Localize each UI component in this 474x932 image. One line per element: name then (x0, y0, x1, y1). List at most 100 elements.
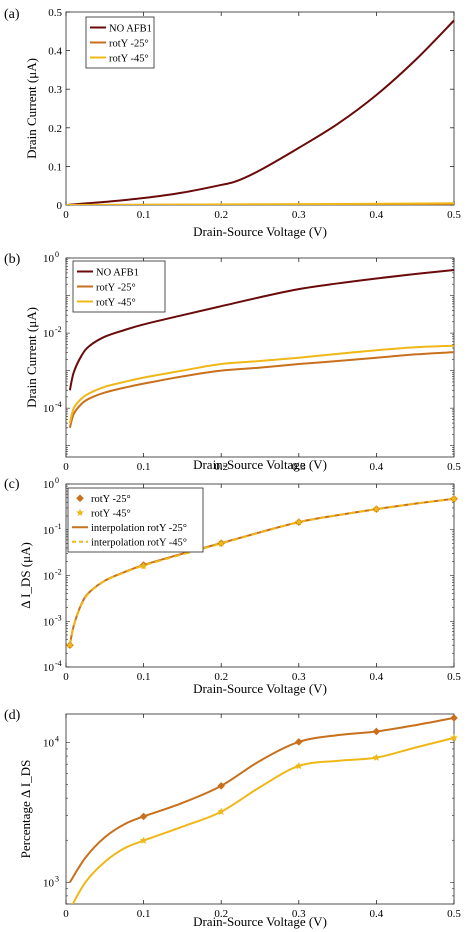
y-axis-label: Δ I_DS (μA) (18, 542, 33, 609)
axes-box (65, 257, 455, 458)
data-point-marker (372, 505, 381, 513)
x-tick-label: 0.2 (214, 908, 228, 920)
x-tick-label: 0.5 (447, 461, 461, 473)
y-tick-exponent: 3 (55, 874, 59, 883)
x-tick-label: 0.3 (292, 908, 306, 920)
x-tick-label: 0 (63, 461, 69, 473)
data-point-marker (65, 641, 74, 649)
panel-label: (b) (4, 252, 21, 267)
y-tick-label: 0.2 (48, 123, 62, 135)
data-point-marker (139, 836, 148, 844)
y-tick-exponent: 0 (55, 250, 59, 259)
y-tick-base: 10 (43, 328, 55, 340)
y-tick-base: 10 (43, 616, 55, 628)
y-tick-label: 10 (43, 738, 55, 750)
legend-label: rotY -25° (109, 38, 149, 49)
legend-label: rotY -25° (91, 494, 131, 505)
data-point-marker (372, 727, 381, 736)
data-point-marker (294, 738, 303, 746)
y-tick-base: 10 (43, 571, 55, 583)
x-tick-label: 0.1 (137, 671, 151, 683)
legend: NO AFB1 rotY -25° rotY -45° (85, 16, 155, 69)
data-point-marker (294, 518, 303, 526)
y-tick-label: 10 (43, 616, 55, 628)
legend-label: NO AFB1 (109, 23, 152, 34)
y-tick-exponent: -2 (55, 568, 62, 577)
x-tick-label: 0.4 (370, 209, 384, 221)
y-tick-exponent: -1 (55, 522, 62, 531)
series-line (68, 351, 455, 429)
data-point-marker (139, 812, 148, 821)
data-point-marker (217, 539, 226, 547)
plot-area (68, 497, 455, 646)
y-tick-base: 10 (43, 525, 55, 537)
x-tick-label: 0 (63, 908, 69, 920)
legend-label: interpolation rotY -25° (91, 523, 187, 534)
y-tick-base: 10 (43, 403, 55, 415)
y-tick-label: 10 (43, 662, 55, 674)
y-tick-label: 10 (43, 525, 55, 537)
y-tick-label: 0.4 (48, 46, 62, 58)
y-tick-base: 10 (43, 253, 55, 265)
x-tick-label: 0.5 (447, 908, 461, 920)
x-tick-label: 0.3 (292, 209, 306, 221)
data-point-marker (450, 494, 458, 503)
panel-label: (a) (4, 7, 20, 22)
y-tick-base: 10 (43, 738, 55, 750)
y-tick-label: 10 (43, 571, 55, 583)
data-point-marker (217, 807, 226, 816)
legend-label: interpolation rotY -45° (91, 538, 187, 549)
data-point-marker (372, 753, 381, 761)
x-tick-label: 0.1 (137, 209, 151, 221)
data-point-marker (450, 733, 458, 742)
legend-label: rotY -45° (96, 297, 136, 308)
x-tick-label: 0.2 (214, 671, 228, 683)
y-tick-base: 10 (43, 662, 55, 674)
series-line (68, 497, 455, 646)
y-axis-label: Drain Current (μA) (24, 307, 39, 408)
y-tick-label: 0.3 (48, 84, 62, 96)
series-line (68, 269, 455, 391)
legend-label: rotY -45° (91, 509, 131, 520)
x-tick-label: 0.5 (447, 671, 461, 683)
x-axis-label: Drain-Source Voltage (V) (193, 914, 327, 929)
y-tick-exponent: 4 (55, 735, 59, 744)
y-tick-exponent: -4 (55, 659, 62, 668)
y-tick-label: 10 (43, 403, 55, 415)
legend: rotY -25° rotY -45° interpolation rotY -25… (67, 487, 204, 553)
y-axis-label: Percentage Δ I_DS (18, 760, 33, 859)
x-tick-label: 0 (63, 209, 69, 221)
series-line (66, 19, 455, 205)
legend-label: rotY -45° (109, 53, 149, 64)
legend-marker (76, 508, 84, 517)
y-tick-exponent: -3 (55, 613, 62, 622)
y-tick-base: 10 (43, 479, 55, 491)
legend-marker (76, 494, 84, 503)
x-tick-label: 0.4 (370, 461, 384, 473)
axes-box (65, 713, 455, 905)
x-axis-label: Drain-Source Voltage (V) (193, 224, 327, 239)
x-axis-label: Drain-Source Voltage (V) (193, 681, 327, 696)
panel-label: (c) (4, 477, 20, 492)
panel-label: (d) (4, 708, 21, 723)
plot-area (69, 716, 455, 904)
x-tick-label: 0 (63, 671, 69, 683)
data-point-marker (139, 562, 148, 570)
series-line (68, 344, 455, 424)
data-point-marker (294, 761, 303, 770)
y-tick-label: 0.1 (48, 161, 62, 173)
plot-area (66, 19, 455, 205)
y-tick-exponent: -2 (55, 325, 62, 334)
y-tick-label: 0.5 (48, 7, 62, 19)
y-tick-label: 10 (43, 877, 55, 889)
legend: NO AFB1 rotY -25° rotY -45° (72, 260, 166, 313)
series-line (66, 202, 455, 205)
y-tick-label: 10 (43, 328, 55, 340)
x-tick-label: 0.1 (137, 908, 151, 920)
legend-label: NO AFB1 (96, 267, 139, 278)
legend-box (67, 487, 204, 553)
y-tick-label: 10 (43, 479, 55, 491)
